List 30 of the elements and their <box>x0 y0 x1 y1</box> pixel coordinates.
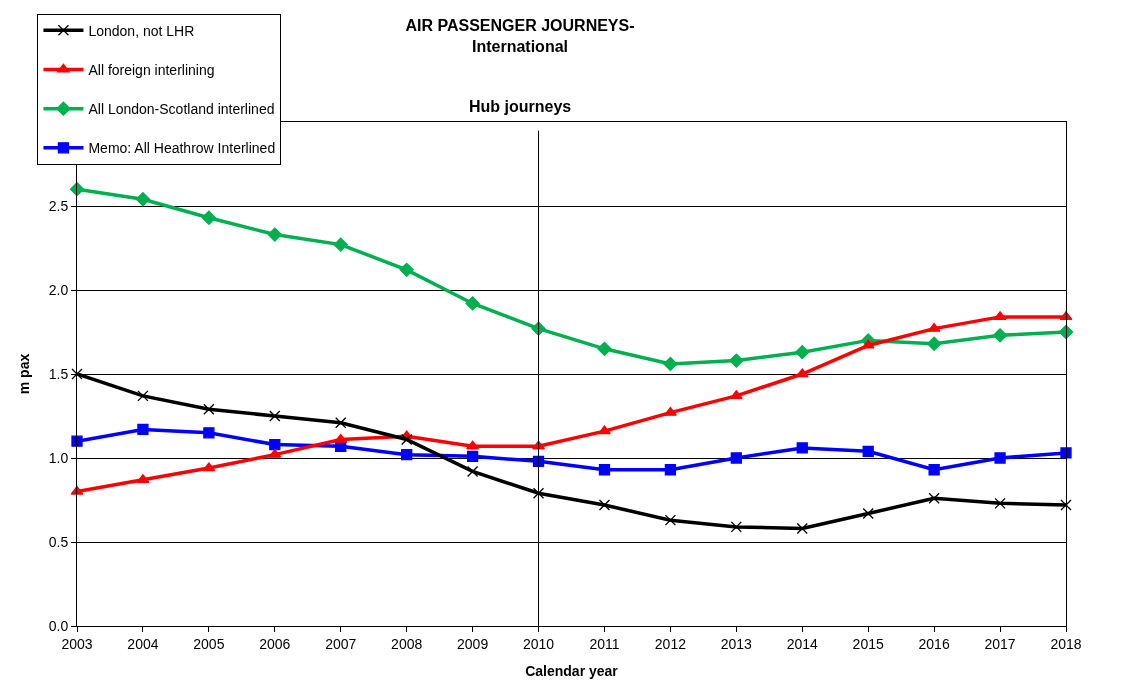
chart-title: AIR PASSENGER JOURNEYS- International <box>405 17 635 55</box>
x-tick-label: 2009 <box>457 635 489 652</box>
x-tick-label: 2007 <box>325 635 357 652</box>
x-tick-label: 2004 <box>127 635 159 652</box>
y-tick-label: 1.0 <box>48 449 69 466</box>
y-tick-label: 0.0 <box>48 617 69 634</box>
y-tick-label: 1.5 <box>48 365 69 382</box>
legend-label: London, not LHR <box>88 22 195 39</box>
x-tick-label: 2011 <box>589 635 620 652</box>
legend-label: All foreign interlining <box>88 61 215 78</box>
x-tick-label: 2015 <box>852 635 884 652</box>
x-tick-label: 2016 <box>918 635 950 652</box>
legend-label: Memo: All Heathrow Interlined <box>88 140 276 157</box>
y-tick-label: 2.0 <box>48 281 69 298</box>
legend-label: All London-Scotland interlined <box>88 101 275 118</box>
x-tick-label: 2013 <box>720 635 753 652</box>
x-tick-label: 2008 <box>391 635 423 652</box>
y-tick-label: 2.5 <box>48 197 69 214</box>
x-tick-label: 2014 <box>786 635 819 652</box>
y-axis-title: m pax <box>16 353 33 395</box>
x-tick-label: 2003 <box>61 635 93 652</box>
x-tick-label: 2006 <box>259 635 291 652</box>
x-tick-label: 2017 <box>984 635 1016 652</box>
x-tick-label: 2005 <box>193 635 225 652</box>
x-tick-label: 2018 <box>1050 635 1082 652</box>
x-tick-label: 2010 <box>522 635 555 652</box>
chart-subtitle: Hub journeys <box>469 98 572 115</box>
x-tick-label: 2012 <box>654 635 687 652</box>
y-tick-label: 0.5 <box>48 533 69 550</box>
x-axis-title: Calendar year <box>525 663 619 680</box>
